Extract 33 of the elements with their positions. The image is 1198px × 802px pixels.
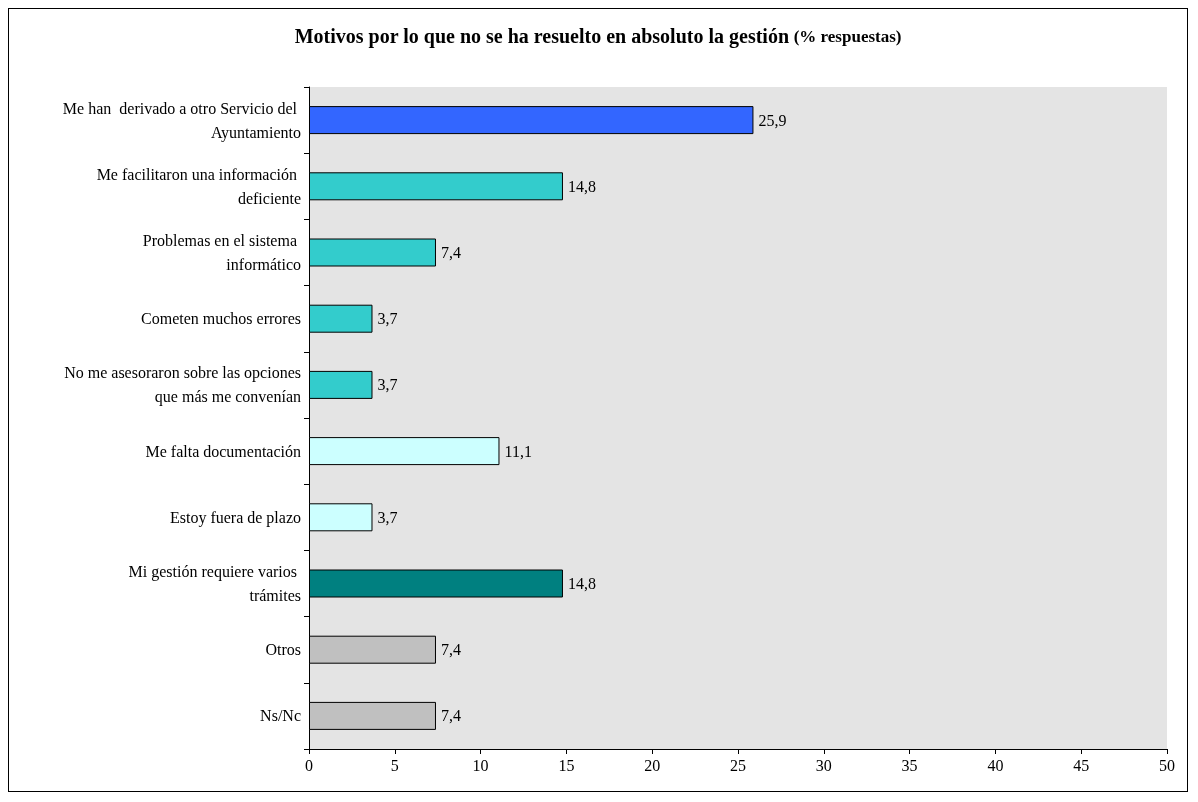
x-tick-label: 35 [901, 756, 918, 774]
chart-subtitle: (% respuestas) [793, 26, 902, 46]
x-tick-label: 0 [305, 756, 313, 774]
data-label: 7,4 [440, 244, 461, 261]
data-label: 14,8 [567, 177, 596, 195]
data-label: 25,9 [758, 111, 787, 129]
y-tick-label: Me han derivado a otro Servicio del Ayuntamiento [62, 99, 301, 142]
x-tick-label: 45 [1073, 756, 1090, 774]
y-tick-label: No me asesoraron sobre las opciones que más me convenían [64, 364, 301, 407]
x-tick-label: 25 [730, 756, 746, 774]
y-tick-label: Me falta documentación [145, 442, 301, 460]
data-label: 3,7 [377, 508, 398, 526]
x-tick-label: 10 [472, 756, 489, 774]
data-label: 7,4 [440, 641, 461, 659]
y-tick-label: Me facilitaron una información deficiente [96, 165, 301, 207]
y-tick-label: Cometen muchos errores [141, 310, 301, 328]
data-label: 7,4 [440, 707, 461, 725]
y-tick-label: Problemas en el sistema informático [142, 232, 301, 273]
x-tick-label: 5 [390, 756, 399, 774]
y-tick-label: Estoy fuera de plazo [169, 508, 301, 527]
x-tick-label: 50 [1159, 756, 1175, 774]
y-tick-label: Otros [265, 641, 301, 659]
data-label: 11,1 [504, 442, 532, 460]
data-label: 3,7 [377, 310, 398, 328]
x-tick-label: 20 [644, 756, 661, 774]
x-tick-label: 15 [558, 756, 575, 774]
y-tick-label: Mi gestión requiere varios trámites [128, 563, 301, 604]
x-tick-label: 40 [987, 756, 1004, 774]
y-tick-label: Ns/Nc [260, 707, 301, 725]
x-tick-label: 30 [815, 756, 832, 774]
data-label: 3,7 [377, 376, 398, 394]
chart-title: Motivos por lo que no se ha resuelto en absoluto la gestión [294, 25, 789, 48]
data-label: 14,8 [567, 575, 596, 592]
